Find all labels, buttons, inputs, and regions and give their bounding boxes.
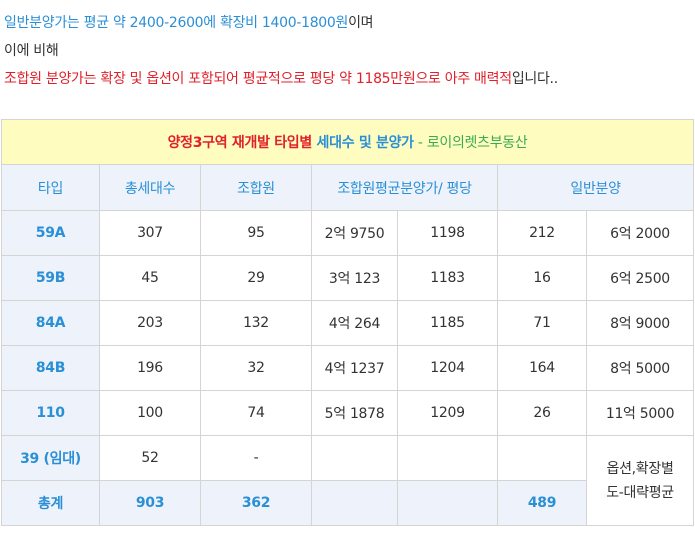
intro-line-1: 일반분양가는 평균 약 2400-2600에 확장비 1400-1800원이며 bbox=[4, 9, 694, 37]
cell-price: 3억 123 bbox=[311, 255, 398, 301]
table-row: 110 100 74 5억 1878 1209 26 11억 5000 bbox=[1, 390, 695, 436]
cell-price: 2억 9750 bbox=[311, 210, 398, 256]
table-title-main: 양정3구역 재개발 타입별 bbox=[167, 135, 317, 151]
price-table: 양정3구역 재개발 타입별 세대수 및 분양가 - 로이의렛츠부동산 타입 총세… bbox=[0, 119, 695, 526]
table-row: 59B 45 29 3억 123 1183 16 6억 2500 bbox=[1, 255, 695, 301]
intro-line-3-tail: 입니다.. bbox=[511, 71, 558, 87]
header-member: 조합원 bbox=[200, 164, 312, 211]
table-total-row: 총계 903 362 489 bbox=[1, 480, 694, 526]
cell-general-price: 8억 9000 bbox=[585, 300, 695, 346]
total-label: 총계 bbox=[1, 480, 100, 526]
table-header-row: 타입 총세대수 조합원 조합원평균분양가/ 평당 일반분양 bbox=[1, 164, 695, 211]
table-row: 59A 307 95 2억 9750 1198 212 6억 2000 bbox=[1, 210, 695, 256]
cell-general-price: 6억 2500 bbox=[585, 255, 695, 301]
header-total-units: 총세대수 bbox=[99, 164, 201, 211]
cell-price: 4억 264 bbox=[311, 300, 398, 346]
general-price-note: 옵션,확장별 도-대략평균 bbox=[585, 435, 695, 526]
header-member-price: 조합원평균분양가/ 평당 bbox=[311, 164, 498, 211]
table-row: 84B 196 32 4억 1237 1204 164 8억 5000 bbox=[1, 345, 695, 391]
cell-price: 4억 1237 bbox=[311, 345, 398, 391]
cell-total: 45 bbox=[99, 255, 201, 301]
intro-line-3: 조합원 분양가는 확장 및 옵션이 포함되어 평균적으로 평당 약 1185만원… bbox=[4, 65, 694, 93]
cell-member: 32 bbox=[200, 345, 312, 391]
cell-price: 5억 1878 bbox=[311, 390, 398, 436]
table-title-highlight: 세대수 및 분양가 bbox=[316, 135, 415, 151]
cell-general-price: 6억 2000 bbox=[585, 210, 695, 256]
intro-text: 일반분양가는 평균 약 2400-2600에 확장비 1400-1800원이며 … bbox=[4, 9, 694, 93]
total-per-pyeong bbox=[397, 480, 498, 526]
cell-per-pyeong: 1204 bbox=[397, 345, 498, 391]
cell-per-pyeong: 1185 bbox=[397, 300, 498, 346]
cell-general-count: 16 bbox=[497, 255, 587, 301]
cell-general-count: 26 bbox=[497, 390, 587, 436]
cell-general-count bbox=[497, 435, 587, 481]
table-row: 84A 203 132 4억 264 1185 71 8억 9000 bbox=[1, 300, 695, 346]
general-price-summary: 일반분양가는 평균 약 2400-2600에 확장비 1400-1800원 bbox=[4, 15, 349, 31]
cell-general-price: 8억 5000 bbox=[585, 345, 695, 391]
cell-type: 110 bbox=[1, 390, 100, 436]
cell-member: 132 bbox=[200, 300, 312, 346]
header-general: 일반분양 bbox=[496, 164, 695, 211]
header-type: 타입 bbox=[1, 164, 100, 211]
member-price-summary: 조합원 분양가는 확장 및 옵션이 포함되어 평균적으로 평당 약 1185만원… bbox=[4, 71, 512, 87]
table-row: 39 (임대) 52 - 옵션,확장별 도-대략평균 bbox=[1, 435, 695, 526]
cell-type: 59B bbox=[1, 255, 100, 301]
cell-member: 29 bbox=[200, 255, 312, 301]
cell-type: 84B bbox=[1, 345, 100, 391]
cell-type: 59A bbox=[1, 210, 100, 256]
table-title: 양정3구역 재개발 타입별 세대수 및 분양가 - 로이의렛츠부동산 bbox=[0, 119, 695, 165]
cell-member: 74 bbox=[200, 390, 312, 436]
cell-per-pyeong: 1198 bbox=[397, 210, 498, 256]
cell-total: 100 bbox=[99, 390, 201, 436]
cell-type: 84A bbox=[1, 300, 100, 346]
cell-member: 95 bbox=[200, 210, 312, 256]
cell-total: 52 bbox=[99, 435, 201, 481]
cell-total: 196 bbox=[99, 345, 201, 391]
cell-total: 307 bbox=[99, 210, 201, 256]
total-units: 903 bbox=[99, 480, 201, 526]
cell-general-count: 164 bbox=[497, 345, 587, 391]
intro-line-2: 이에 비해 bbox=[4, 43, 59, 59]
cell-total: 203 bbox=[99, 300, 201, 346]
cell-per-pyeong bbox=[397, 435, 498, 481]
cell-price bbox=[311, 435, 398, 481]
note-line-1: 옵션,확장별 bbox=[606, 460, 674, 477]
total-member: 362 bbox=[200, 480, 312, 526]
cell-per-pyeong: 1183 bbox=[397, 255, 498, 301]
total-general-count: 489 bbox=[497, 480, 587, 526]
cell-type: 39 (임대) bbox=[1, 435, 100, 481]
cell-per-pyeong: 1209 bbox=[397, 390, 498, 436]
note-line-2: 도-대략평균 bbox=[606, 484, 674, 501]
cell-general-count: 212 bbox=[497, 210, 587, 256]
intro-line-1-tail: 이며 bbox=[348, 15, 374, 31]
cell-general-count: 71 bbox=[497, 300, 587, 346]
total-price bbox=[311, 480, 398, 526]
cell-general-price: 11억 5000 bbox=[585, 390, 695, 436]
table-title-source: - 로이의렛츠부동산 bbox=[413, 135, 528, 151]
cell-member: - bbox=[200, 435, 312, 481]
